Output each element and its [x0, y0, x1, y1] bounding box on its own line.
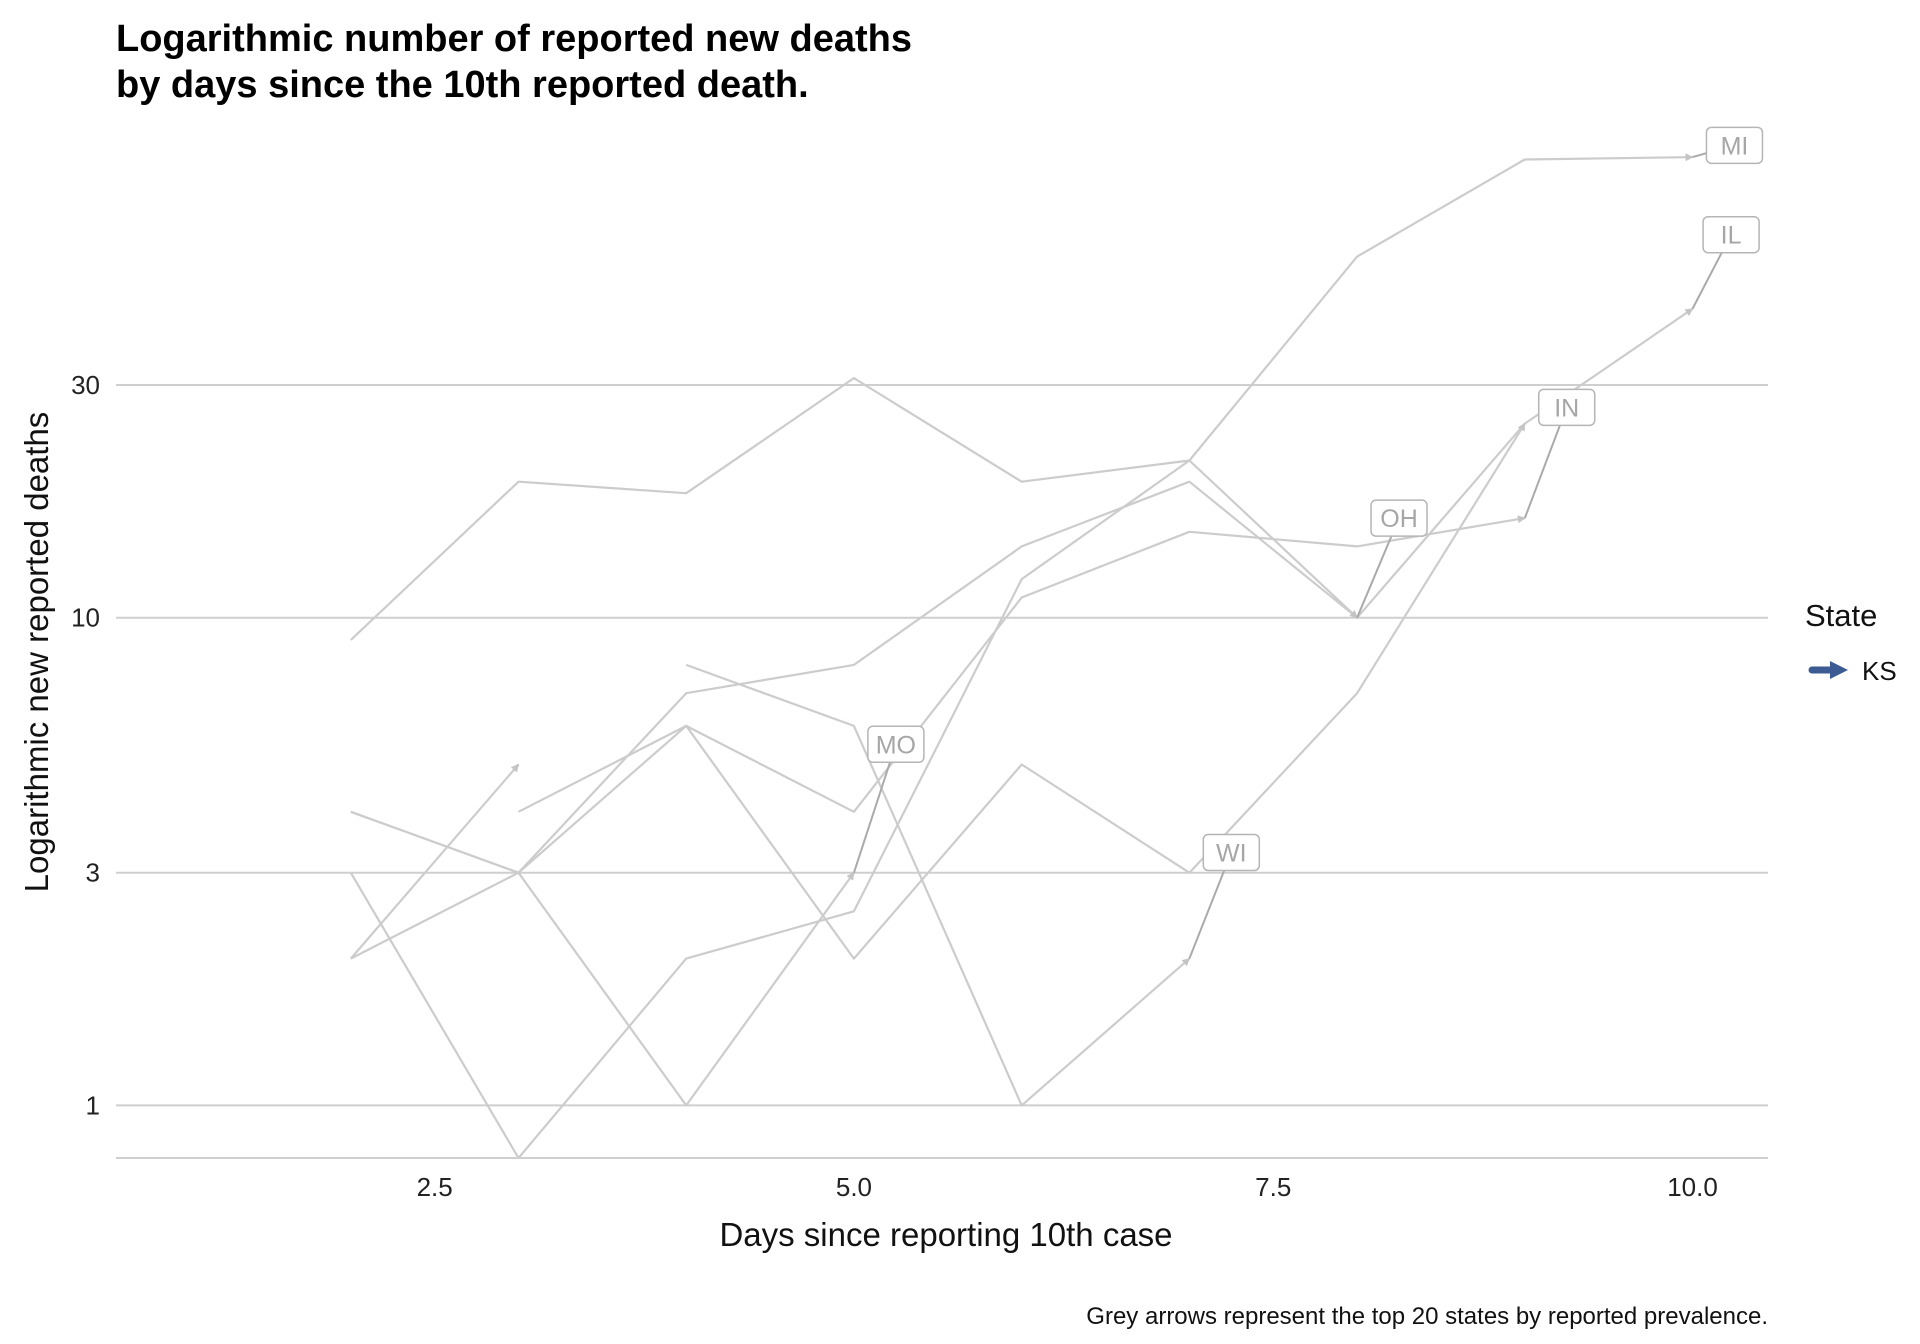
x-tick-label: 10.0 — [1667, 1172, 1718, 1202]
x-tick-label: 5.0 — [836, 1172, 872, 1202]
state-label-mi: MI — [1721, 132, 1749, 160]
x-tick-label: 2.5 — [417, 1172, 453, 1202]
x-tick-label: 7.5 — [1255, 1172, 1291, 1202]
state-label-il: IL — [1721, 222, 1742, 250]
axes-layer: 1 3 10 30 2.5 5.0 7.5 10.0 — [71, 370, 1768, 1202]
legend-label-ks: KS — [1862, 656, 1897, 686]
chart-title-line-1: Logarithmic number of reported new death… — [116, 18, 912, 60]
y-tick-label: 10 — [71, 603, 100, 633]
y-axis-title: Logarithmic new reported deaths — [18, 412, 55, 893]
state-label-oh: OH — [1380, 505, 1418, 533]
series-line-wi — [685, 663, 1191, 1107]
series-line-in — [350, 515, 1526, 960]
state-label-mo: MO — [876, 731, 916, 759]
series-line-oh — [349, 459, 1358, 1160]
chart-caption: Grey arrows represent the top 20 states … — [1086, 1303, 1768, 1330]
series-line-unlabeled — [517, 422, 1526, 960]
series-line-unlabeled — [349, 763, 520, 960]
state-label-box-il — [1702, 215, 1760, 254]
series-line-il — [350, 307, 1694, 874]
state-label-box-in — [1537, 388, 1596, 427]
y-tick-label: 3 — [86, 858, 100, 888]
legend-title: State — [1805, 598, 1877, 633]
y-tick-label: 30 — [71, 370, 100, 400]
x-axis-title: Days since reporting 10th case — [719, 1216, 1172, 1253]
chart-title: Logarithmic number of reported new death… — [116, 16, 1216, 108]
label-segment-mo — [852, 743, 897, 874]
state-label-box-mi — [1705, 126, 1764, 165]
series-line-mi — [350, 153, 1694, 641]
state-labels-layer: MI IL IN OH MO WI — [852, 126, 1764, 959]
state-label-wi: WI — [1216, 840, 1247, 868]
grid-layer — [116, 384, 1768, 1107]
state-label-box-oh — [1370, 499, 1428, 537]
state-label-box-mo — [867, 725, 925, 764]
legend-key-ks-arrow-icon — [1808, 661, 1848, 679]
series-layer — [349, 153, 1694, 1160]
y-tick-label: 1 — [86, 1090, 100, 1120]
legend: State KS — [1805, 598, 1897, 686]
state-label-in: IN — [1554, 394, 1579, 422]
state-label-box-wi — [1202, 833, 1261, 872]
series-line-mo — [350, 810, 855, 1107]
chart-title-line-2: by days since the 10th reported death. — [116, 64, 809, 106]
